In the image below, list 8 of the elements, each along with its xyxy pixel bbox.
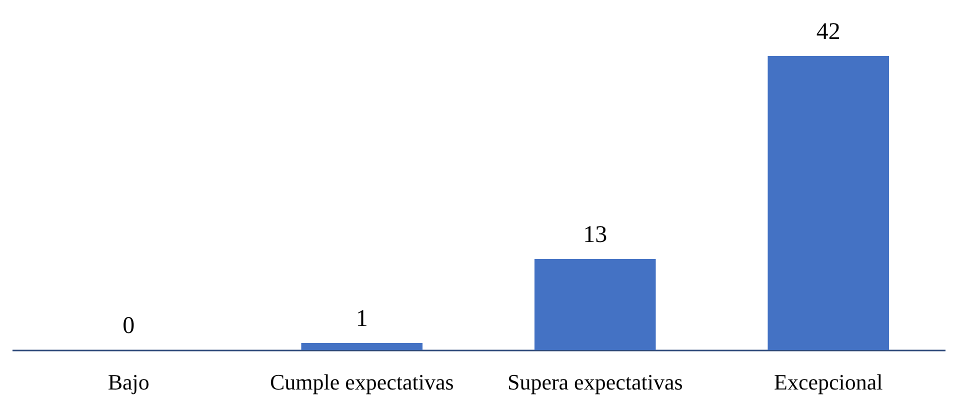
x-tick-label: Excepcional	[774, 370, 883, 394]
data-label: 13	[583, 222, 608, 248]
data-label: 42	[816, 19, 840, 45]
x-tick-label: Bajo	[108, 370, 150, 394]
data-label: 1	[356, 306, 368, 332]
x-tick-label: Cumple expectativas	[270, 370, 454, 394]
data-label: 0	[122, 313, 135, 339]
x-tick-label: Supera expectativas	[507, 370, 683, 394]
